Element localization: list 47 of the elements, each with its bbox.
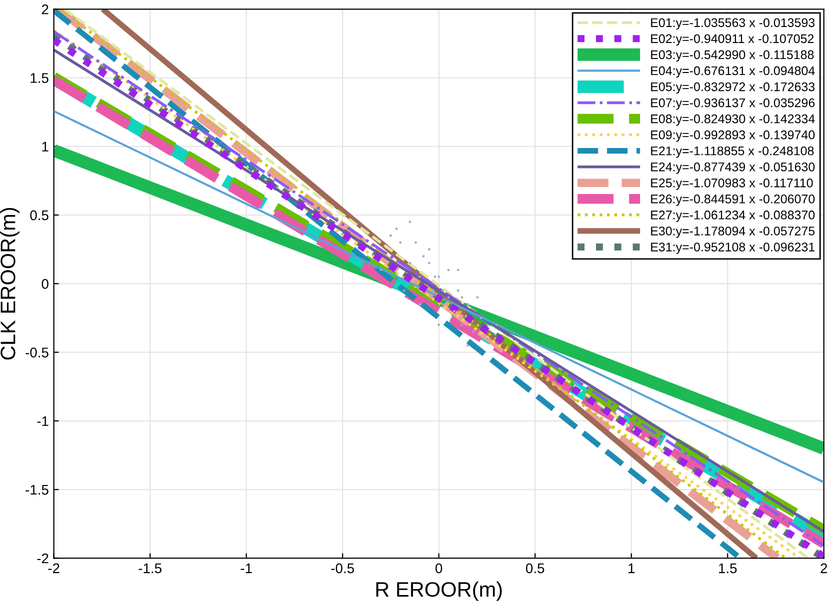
y-tick-label: 1.5 [30, 73, 48, 83]
point [460, 324, 464, 326]
legend-label: E07:y=-0.936137 x -0.035296 [651, 98, 815, 110]
x-tick-label: -2 [48, 563, 60, 574]
point [456, 268, 460, 272]
legend-label: E27:y=-1.061234 x -0.088370 [651, 210, 815, 222]
legend-label: E26:y=-0.844591 x -0.206070 [651, 194, 815, 206]
legend-label: E01:y=-1.035563 x -0.013593 [651, 18, 815, 30]
point [380, 268, 382, 272]
legend-label: E24:y=-0.877439 x -0.051630 [651, 162, 815, 174]
point [447, 296, 450, 299]
x-tick-label: 1 [628, 564, 635, 574]
legend-label: E25:y=-1.070983 x -0.117110 [651, 178, 813, 190]
x-tick-label: 1.5 [719, 564, 737, 574]
point [495, 324, 498, 326]
x-tick-label: -0.5 [331, 563, 354, 574]
legend-label: E03:y=-0.542990 x -0.115188 [651, 50, 814, 62]
x-tick-label: 0 [436, 563, 442, 574]
y-tick-label: -0.5 [26, 348, 48, 358]
point [480, 316, 482, 320]
legend-label: E02:y=-0.940911 x -0.107052 [651, 34, 814, 46]
legend-label: E05:y=-0.832972 x -0.172633 [651, 82, 815, 94]
legend-label: E09:y=-0.992893 x -0.139740 [651, 130, 815, 142]
y-axis-title: CLK EROOR(m) [0, 208, 20, 360]
y-tick-label: 2 [42, 4, 48, 14]
legend-label: E30:y=-1.178094 x -0.057275 [651, 226, 815, 238]
legend-label: E08:y=-0.824930 x -0.142334 [651, 114, 815, 126]
legend-label: E31:y=-0.952108 x -0.096231 [651, 242, 815, 254]
x-tick-label: 2 [820, 563, 828, 574]
x-axis-title: R EROOR(m) [376, 582, 502, 601]
point [408, 220, 412, 224]
point [476, 296, 479, 299]
point [460, 296, 464, 299]
x-tick-label: -1 [240, 564, 252, 574]
y-tick-label: -1 [37, 416, 48, 426]
y-tick-label: 1 [42, 142, 48, 152]
x-tick-label: -1.5 [138, 564, 162, 574]
y-tick-label: -2 [37, 553, 48, 564]
y-tick-label: 0.5 [30, 210, 48, 220]
point [399, 241, 402, 244]
y-tick-label: 0 [42, 278, 48, 289]
point [438, 324, 440, 326]
point [422, 254, 425, 258]
x-tick-label: 0.5 [526, 563, 544, 574]
legend-label: E04:y=-0.676131 x -0.094804 [651, 66, 815, 78]
y-tick-label: -1.5 [26, 485, 48, 495]
legend-label: E21:y=-1.118855 x -0.248108 [651, 146, 814, 158]
